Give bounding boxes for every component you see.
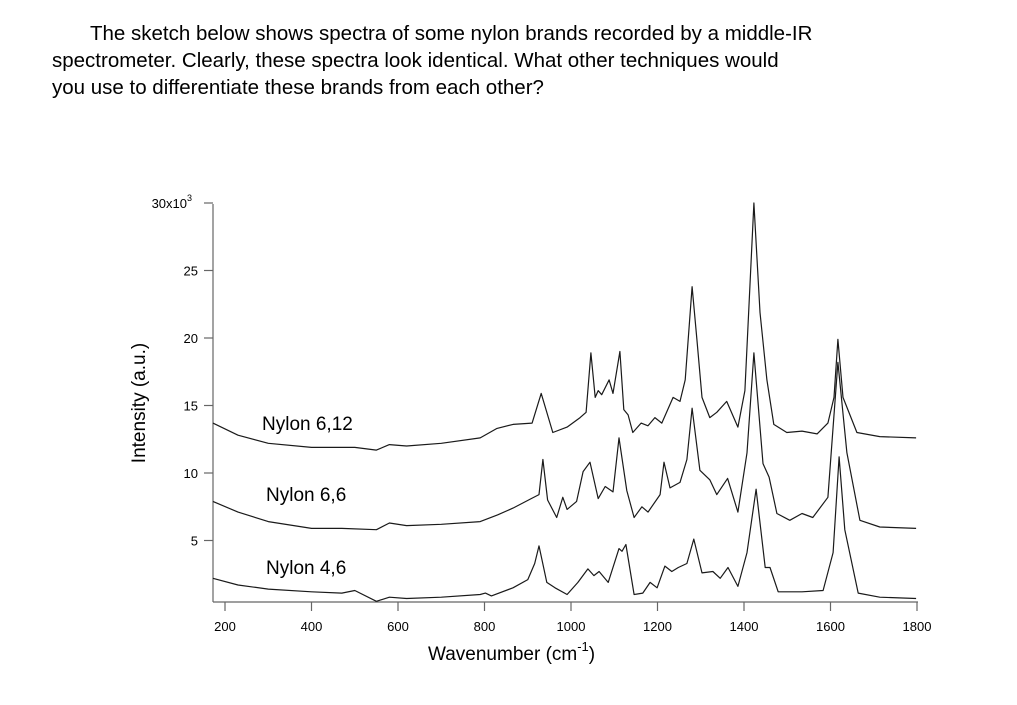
x-tick-label: 1200 [643,619,672,634]
y-axis-title: Intensity (a.u.) [129,343,150,463]
x-tick-label: 200 [214,619,236,634]
axes [212,204,918,603]
x-tick-label: 600 [387,619,409,634]
y-tick-label: 25 [184,264,198,279]
question-text: The sketch below shows spectra of some n… [52,20,992,101]
series-line-nylon-4-6 [212,456,917,602]
x-tick-label: 1000 [557,619,586,634]
y-tick-label: 30x103 [152,193,192,211]
y-tick-label: 5 [191,534,198,549]
question-line-2: spectrometer. Clearly, these spectra loo… [52,49,779,72]
ticks: 200 400 600 800 1000 1200 1400 1600 1800 5 10 15 20 2… [152,193,932,634]
y-tick-label: 20 [184,331,198,346]
series-line-nylon-6-6 [212,352,917,531]
y-tick-label: 15 [184,399,198,414]
x-tick-label: 1400 [730,619,759,634]
series-line-nylon-6-12 [212,202,917,451]
y-tick-exponent: 3 [187,193,192,203]
x-axis-title-superscript: -1 [577,639,589,654]
x-axis-title: Wavenumber (cm-1) [428,639,595,665]
x-tick-label: 1600 [816,619,845,634]
series-label-nylon-6-12: Nylon 6,12 [262,414,353,435]
series-labels: Nylon 6,12 Nylon 6,6 Nylon 4,6 [262,414,353,579]
series-lines [212,202,917,602]
series-label-nylon-6-6: Nylon 6,6 [266,485,346,506]
question-line-3: you use to differentiate these brands fr… [52,76,544,99]
x-tick-label: 1800 [903,619,932,634]
x-axis-title-close: ) [589,644,595,665]
y-tick-label: 10 [184,466,198,481]
question-line-1: The sketch below shows spectra of some n… [90,22,813,45]
series-label-nylon-4-6: Nylon 4,6 [266,558,346,579]
x-tick-label: 400 [301,619,323,634]
x-axis-title-text: Wavenumber (cm [428,644,577,665]
x-tick-label: 800 [474,619,496,634]
